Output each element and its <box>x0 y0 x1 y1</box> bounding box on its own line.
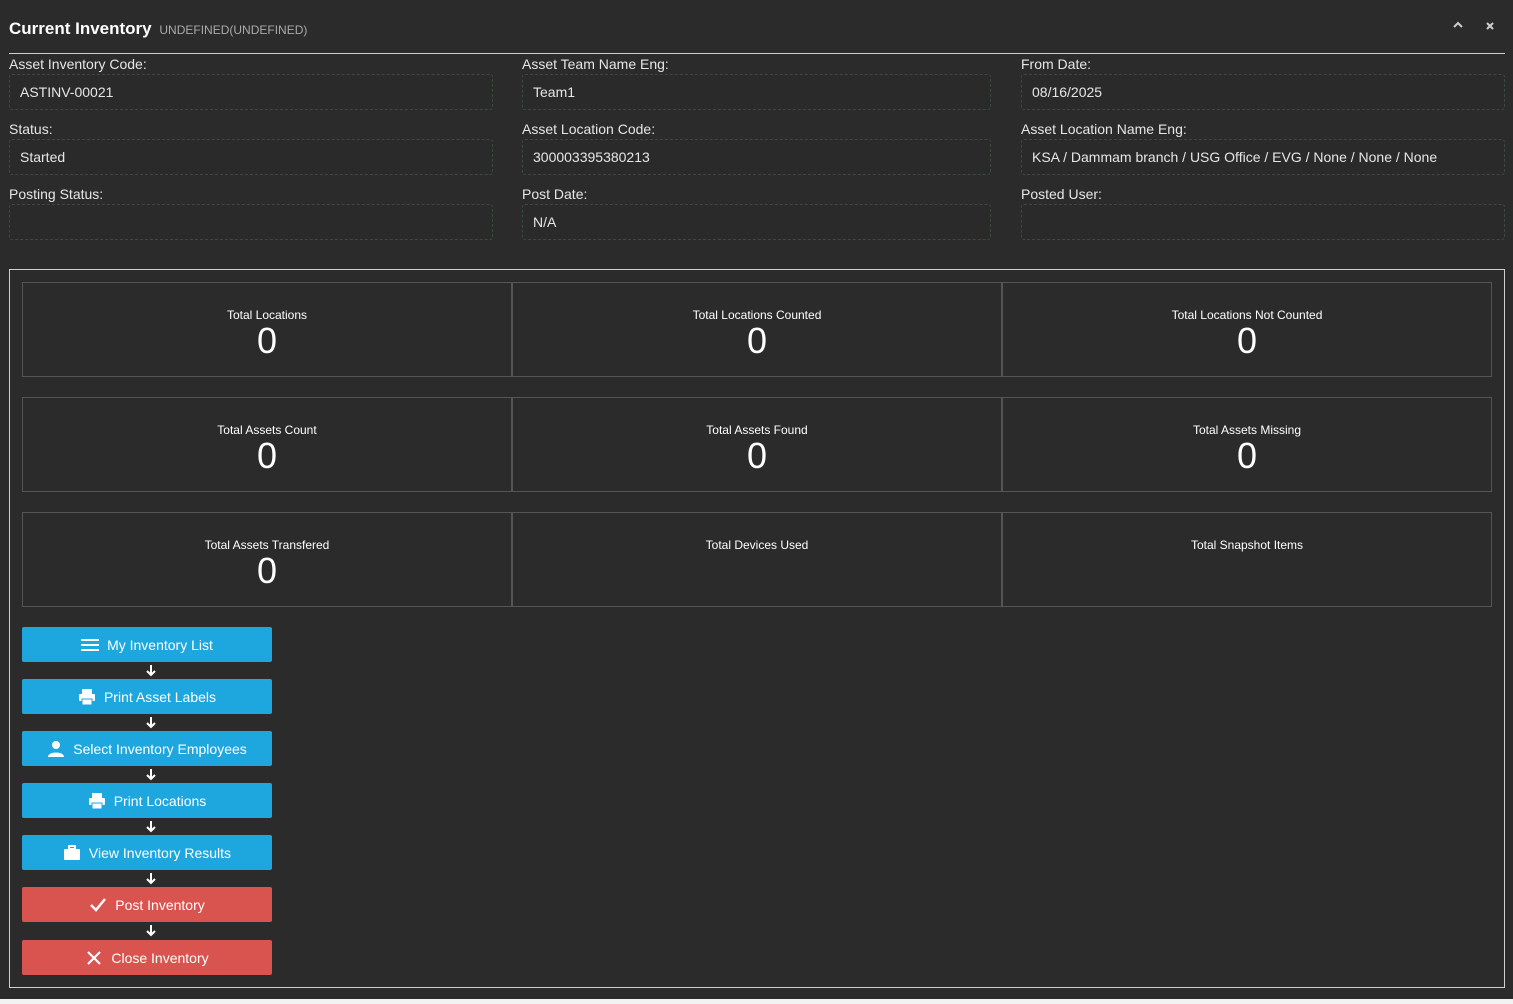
stat-label: Total Locations <box>226 308 308 322</box>
stat-value: 0 <box>746 435 768 476</box>
stat-card-total-locations-counted: Total Locations Counted 0 <box>512 282 1002 377</box>
close-icon[interactable] <box>1481 18 1499 36</box>
page-title-text: Current Inventory <box>9 19 152 38</box>
x-icon <box>85 949 103 967</box>
stat-card-total-assets-found: Total Assets Found 0 <box>512 397 1002 492</box>
asset-location-name-eng-field[interactable]: KSA / Dammam branch / USG Office / EVG /… <box>1021 139 1505 175</box>
arrow-down-icon <box>144 664 158 678</box>
chevron-up-icon[interactable] <box>1449 18 1467 36</box>
stat-value: 0 <box>256 550 278 591</box>
posted-user-field[interactable] <box>1021 204 1505 240</box>
posting-status-label: Posting Status: <box>9 186 104 202</box>
status-field[interactable]: Started <box>9 139 493 175</box>
asset-location-code-field[interactable]: 300003395380213 <box>522 139 991 175</box>
post-date-label: Post Date: <box>522 186 588 202</box>
stat-label: Total Assets Transfered <box>204 538 330 552</box>
asset-inventory-code-field[interactable]: ASTINV-00021 <box>9 74 493 110</box>
print-locations-button[interactable]: Print Locations <box>22 783 272 818</box>
status-label: Status: <box>9 121 53 137</box>
post-inventory-button[interactable]: Post Inventory <box>22 887 272 922</box>
stat-value: 0 <box>256 435 278 476</box>
print-asset-labels-button[interactable]: Print Asset Labels <box>22 679 272 714</box>
asset-team-name-eng-field[interactable]: Team1 <box>522 74 991 110</box>
stat-value: 0 <box>746 320 768 361</box>
button-label: Post Inventory <box>115 896 205 913</box>
stat-label: Total Assets Count <box>217 423 317 437</box>
stat-value: 0 <box>256 320 278 361</box>
from-date-label: From Date: <box>1021 56 1092 72</box>
post-date-field[interactable]: N/A <box>522 204 991 240</box>
stat-label: Total Assets Found <box>706 423 808 437</box>
printer-icon <box>78 688 96 706</box>
view-inventory-results-button[interactable]: View Inventory Results <box>22 835 272 870</box>
button-label: Print Locations <box>113 792 207 809</box>
arrow-down-icon <box>144 716 158 730</box>
select-inventory-employees-button[interactable]: Select Inventory Employees <box>22 731 272 766</box>
button-label: Print Asset Labels <box>103 688 217 705</box>
stat-card-total-locations-not-counted: Total Locations Not Counted 0 <box>1002 282 1492 377</box>
stat-label: Total Locations Not Counted <box>1171 308 1323 322</box>
posted-user-label: Posted User: <box>1021 186 1102 202</box>
asset-location-name-eng-label: Asset Location Name Eng: <box>1021 121 1187 137</box>
stat-card-total-snapshot-items: Total Snapshot Items <box>1002 512 1492 607</box>
stat-label: Total Devices Used <box>705 538 809 552</box>
button-label: Select Inventory Employees <box>73 740 247 757</box>
printer-icon <box>88 792 106 810</box>
inventory-summary-panel: Total Locations 0 Total Locations Counte… <box>9 269 1505 988</box>
close-inventory-button[interactable]: Close Inventory <box>22 940 272 975</box>
arrow-down-icon <box>144 768 158 782</box>
stat-card-total-locations: Total Locations 0 <box>22 282 512 377</box>
window-header: Current Inventory UNDEFINED(UNDEFINED) <box>9 14 1505 54</box>
arrow-down-icon <box>144 820 158 834</box>
page-subtitle: UNDEFINED(UNDEFINED) <box>159 23 308 37</box>
button-label: View Inventory Results <box>88 844 232 861</box>
my-inventory-list-button[interactable]: My Inventory List <box>22 627 272 662</box>
stat-card-total-assets-count: Total Assets Count 0 <box>22 397 512 492</box>
asset-inventory-code-label: Asset Inventory Code: <box>9 56 147 72</box>
stat-label: Total Assets Missing <box>1192 423 1302 437</box>
bottom-strip <box>0 999 1513 1004</box>
asset-location-code-label: Asset Location Code: <box>522 121 656 137</box>
stat-value: 0 <box>1236 320 1258 361</box>
stat-value: 0 <box>1236 435 1258 476</box>
list-icon <box>81 636 100 654</box>
asset-team-name-eng-label: Asset Team Name Eng: <box>522 56 669 72</box>
button-label: Close Inventory <box>111 949 209 966</box>
briefcase-icon <box>63 844 81 862</box>
stat-card-total-assets-transfered: Total Assets Transfered 0 <box>22 512 512 607</box>
user-icon <box>47 740 65 758</box>
button-label: My Inventory List <box>107 636 213 653</box>
check-icon <box>89 896 107 914</box>
stat-card-total-devices-used: Total Devices Used <box>512 512 1002 607</box>
stat-card-total-assets-missing: Total Assets Missing 0 <box>1002 397 1492 492</box>
arrow-down-icon <box>144 872 158 886</box>
arrow-down-icon <box>144 924 158 938</box>
stat-label: Total Locations Counted <box>692 308 822 322</box>
posting-status-field[interactable] <box>9 204 493 240</box>
from-date-field[interactable]: 08/16/2025 <box>1021 74 1505 110</box>
stat-label: Total Snapshot Items <box>1190 538 1304 552</box>
page-title: Current Inventory UNDEFINED(UNDEFINED) <box>9 19 307 39</box>
